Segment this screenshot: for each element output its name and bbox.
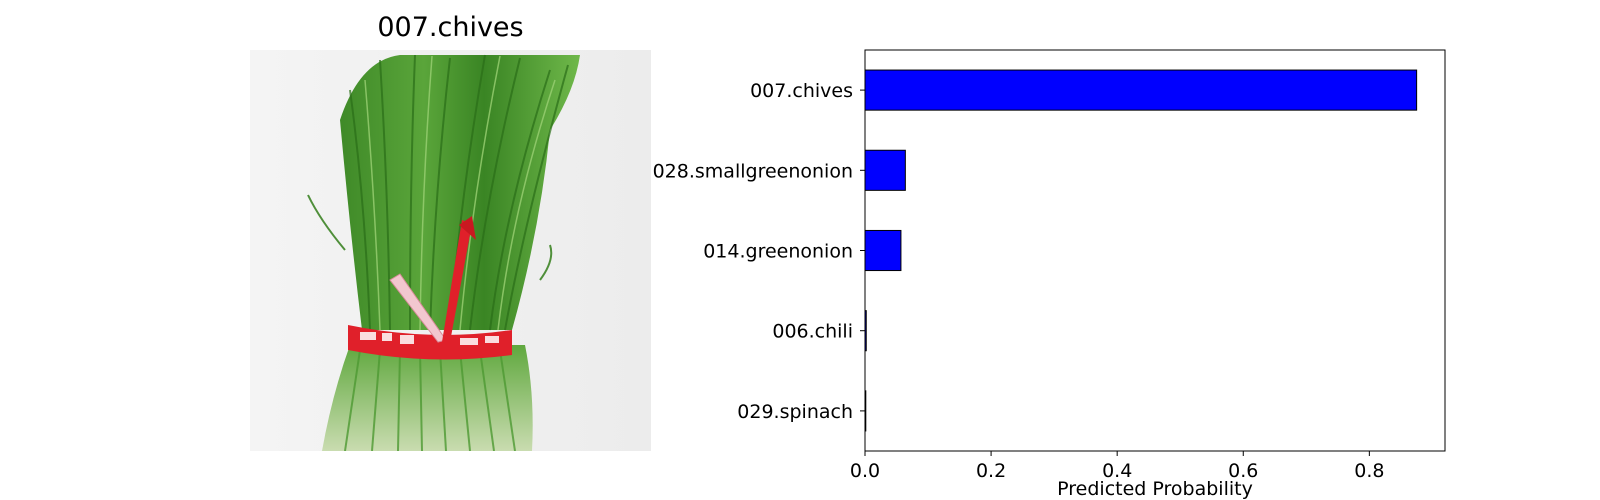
image-title: 007.chives [377, 12, 524, 43]
bar-028-smallgreenonion [864, 149, 906, 191]
y-tick-label: 028.smallgreenonion [653, 160, 853, 182]
plot-frame [864, 49, 1446, 452]
bar-007-chives [864, 69, 1418, 111]
x-tick-label: 0.2 [976, 460, 1006, 482]
y-tick-layer: 007.chives 028.smallgreenonion 014.greenon… [653, 80, 865, 423]
bar-014-greenonion [864, 229, 902, 272]
x-tick-label: 0.4 [1102, 460, 1132, 482]
y-tick-label: 029.spinach [737, 401, 853, 423]
y-tick-label: 014.greenonion [703, 241, 853, 263]
bars-layer [864, 69, 1418, 432]
y-tick-label: 006.chili [772, 321, 853, 343]
chives-photo [250, 50, 651, 452]
x-tick-layer: 0.0 0.2 0.4 0.6 0.8 [850, 451, 1384, 482]
x-tick-label: 0.0 [850, 460, 880, 482]
x-tick-label: 0.6 [1228, 460, 1258, 482]
y-tick-label: 007.chives [750, 80, 853, 102]
x-tick-label: 0.8 [1354, 460, 1384, 482]
x-axis-label: Predicted Probability [1057, 478, 1253, 500]
